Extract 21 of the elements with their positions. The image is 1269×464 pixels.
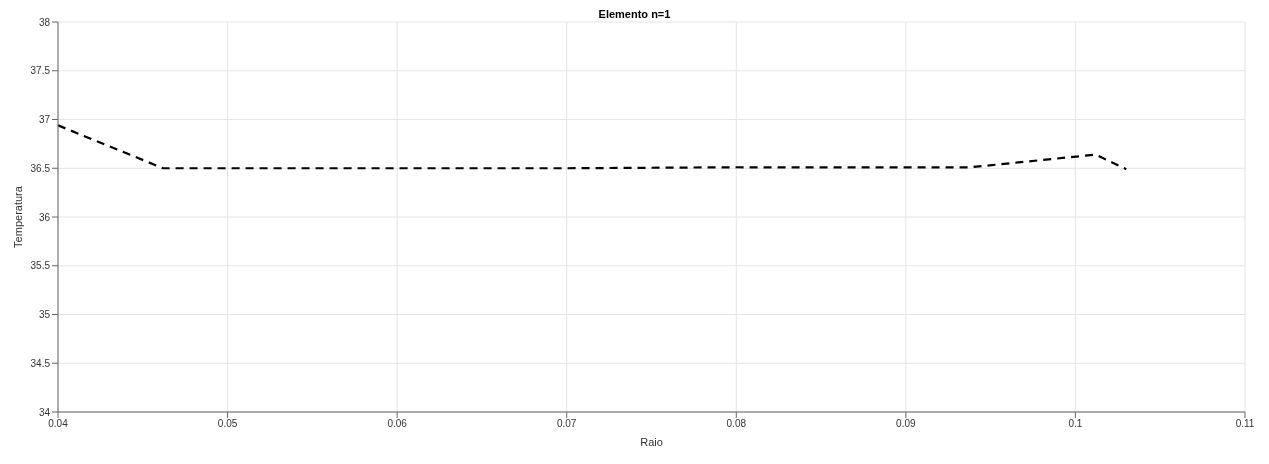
x-axis-title: Raio [640, 436, 663, 448]
x-tick-label: 0.06 [387, 418, 408, 430]
x-tick-label: 0.04 [48, 418, 69, 430]
x-tick-label: 0.05 [217, 418, 238, 430]
chart-title: Elemento n=1 [598, 8, 671, 20]
x-tick-label: 0.07 [556, 418, 577, 430]
x-tick-label: 0.09 [896, 418, 917, 430]
x-tick-label: 0.1 [1068, 418, 1083, 430]
y-tick-label: 35 [38, 309, 51, 321]
line-series [58, 124, 1128, 171]
y-tick-label: 37 [38, 114, 51, 126]
y-tick-label: 34 [38, 406, 51, 418]
y-axis-title: Temperatura [11, 185, 24, 248]
y-tick-label: 38 [38, 16, 51, 28]
x-tick-label: 0.11 [1235, 418, 1255, 430]
y-tick-label: 36.5 [30, 162, 51, 174]
y-tick-label: 37.5 [30, 65, 51, 77]
y-tick-label: 34.5 [30, 357, 51, 369]
x-tick-label: 0.08 [726, 418, 747, 430]
y-tick-label: 36 [38, 211, 51, 223]
y-tick-label: 35.5 [30, 260, 51, 272]
